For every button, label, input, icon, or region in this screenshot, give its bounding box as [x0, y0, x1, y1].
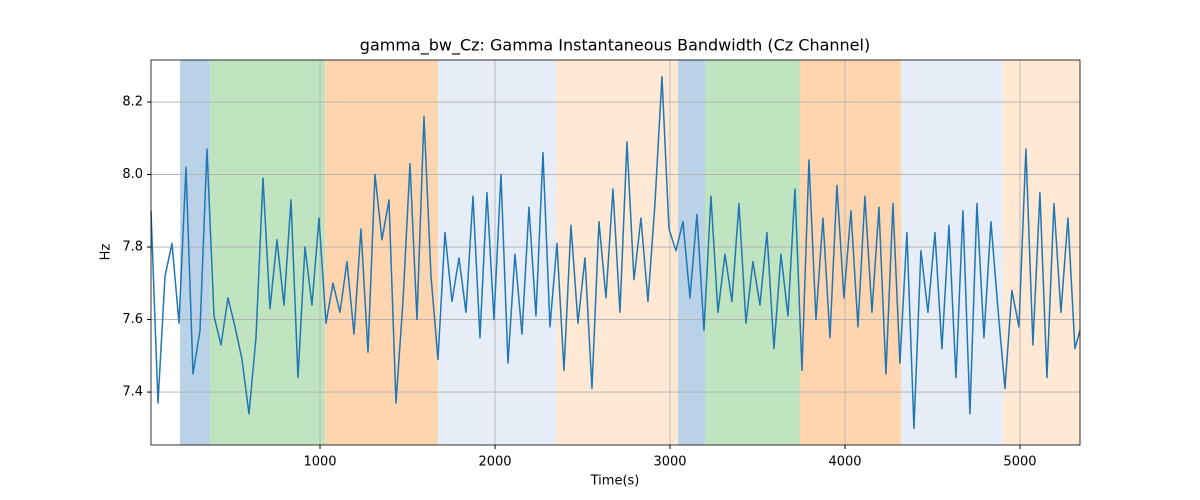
- x-tick-label: 3000: [653, 455, 686, 470]
- y-tick-label: 7.6: [122, 312, 143, 327]
- shaded-span: [325, 60, 438, 445]
- shaded-span: [800, 60, 901, 445]
- shaded-span: [900, 60, 1004, 445]
- y-tick-label: 7.4: [122, 385, 143, 400]
- y-tick-label: 8.2: [122, 95, 143, 110]
- plot-frame: [150, 59, 1081, 446]
- shaded-span: [180, 60, 210, 445]
- y-tick-label: 7.8: [122, 240, 143, 255]
- shaded-span: [705, 60, 801, 445]
- x-tick-label: 4000: [828, 455, 861, 470]
- y-axis-label: Hz: [99, 244, 114, 261]
- x-tick-label: 1000: [303, 455, 336, 470]
- shaded-span: [678, 60, 706, 445]
- x-tick-label: 2000: [478, 455, 511, 470]
- data-line: [150, 75, 1081, 430]
- y-tick-label: 8.0: [122, 167, 143, 182]
- x-axis-label: Time(s): [590, 474, 640, 489]
- chart-title: gamma_bw_Cz: Gamma Instantaneous Bandwid…: [360, 36, 870, 56]
- x-tick-label: 5000: [1003, 455, 1036, 470]
